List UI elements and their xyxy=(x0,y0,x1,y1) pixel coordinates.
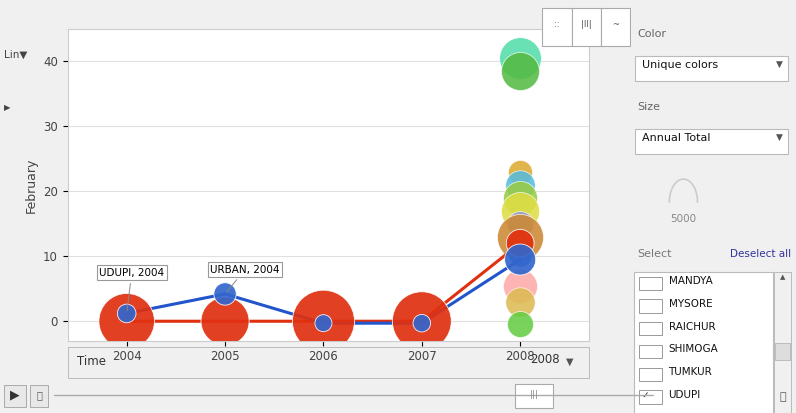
FancyBboxPatch shape xyxy=(542,8,572,46)
Text: Color: Color xyxy=(637,29,666,39)
Point xyxy=(513,207,526,214)
Text: MANDYA: MANDYA xyxy=(669,276,712,286)
Text: Size: Size xyxy=(637,102,660,112)
Text: Time: Time xyxy=(77,355,106,368)
Point xyxy=(416,318,428,325)
Text: ▶: ▶ xyxy=(4,103,10,112)
Text: ▼: ▼ xyxy=(776,60,782,69)
Text: UDUPI: UDUPI xyxy=(669,390,700,400)
FancyBboxPatch shape xyxy=(775,272,791,413)
Text: Select: Select xyxy=(637,249,672,259)
Point xyxy=(513,240,526,247)
FancyBboxPatch shape xyxy=(635,129,788,154)
FancyBboxPatch shape xyxy=(638,299,662,313)
Text: Deselect all: Deselect all xyxy=(730,249,791,259)
FancyBboxPatch shape xyxy=(635,56,788,81)
Text: Unique colors: Unique colors xyxy=(642,60,718,70)
FancyBboxPatch shape xyxy=(638,390,662,404)
Point xyxy=(513,256,526,263)
FancyBboxPatch shape xyxy=(515,384,553,408)
Text: ▶: ▶ xyxy=(10,388,20,401)
Text: SHIMOGA: SHIMOGA xyxy=(669,344,718,354)
FancyBboxPatch shape xyxy=(4,385,26,407)
FancyBboxPatch shape xyxy=(601,8,630,46)
FancyBboxPatch shape xyxy=(638,322,662,335)
Text: TUMKUR: TUMKUR xyxy=(669,367,712,377)
Point xyxy=(513,252,526,258)
Point xyxy=(416,320,428,327)
FancyBboxPatch shape xyxy=(30,385,48,407)
Point xyxy=(120,318,133,325)
Text: 2008: 2008 xyxy=(530,353,560,366)
FancyBboxPatch shape xyxy=(638,277,662,290)
Text: 5000: 5000 xyxy=(670,214,696,224)
Point xyxy=(317,320,330,327)
Point xyxy=(120,310,133,317)
Point xyxy=(513,195,526,201)
FancyBboxPatch shape xyxy=(634,272,773,413)
Text: ▼: ▼ xyxy=(776,133,782,142)
Text: 🔧: 🔧 xyxy=(780,392,786,402)
Point xyxy=(513,182,526,188)
Text: ~: ~ xyxy=(612,20,619,29)
Point xyxy=(513,55,526,62)
Point xyxy=(513,221,526,227)
Text: ✓: ✓ xyxy=(642,391,649,400)
Point xyxy=(513,169,526,175)
Text: MYSORE: MYSORE xyxy=(669,299,712,309)
Point xyxy=(513,321,526,328)
FancyBboxPatch shape xyxy=(638,368,662,381)
Text: ⏸: ⏸ xyxy=(36,390,42,400)
FancyBboxPatch shape xyxy=(775,343,790,360)
Text: ::: :: xyxy=(554,20,560,29)
FancyBboxPatch shape xyxy=(572,8,601,46)
Point xyxy=(513,282,526,289)
Text: ▲: ▲ xyxy=(780,274,786,280)
FancyBboxPatch shape xyxy=(638,345,662,358)
Text: Annual Total: Annual Total xyxy=(642,133,711,143)
Text: RAICHUR: RAICHUR xyxy=(669,322,715,332)
Text: UDUPI, 2004: UDUPI, 2004 xyxy=(100,268,164,311)
Text: |II|: |II| xyxy=(581,20,591,29)
Text: URBAN, 2004: URBAN, 2004 xyxy=(210,264,280,292)
Point xyxy=(219,318,232,325)
Text: |||: ||| xyxy=(529,390,539,399)
Text: Lin▼: Lin▼ xyxy=(4,50,27,59)
Point xyxy=(317,318,330,325)
Y-axis label: February: February xyxy=(25,157,37,213)
Point xyxy=(513,233,526,240)
Point xyxy=(513,68,526,74)
Point xyxy=(219,291,232,297)
Text: ▼: ▼ xyxy=(566,357,573,367)
Point xyxy=(513,299,526,305)
